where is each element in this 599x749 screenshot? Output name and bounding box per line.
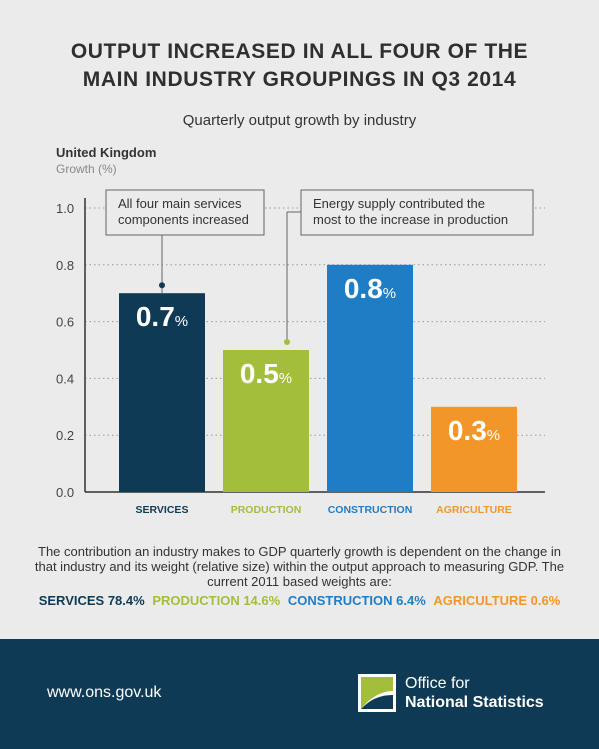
headline-line-2: MAIN INDUSTRY GROUPINGS IN Q3 2014 (82, 68, 517, 91)
headline: OUTPUT INCREASED IN ALL FOUR OF THE MAIN… (0, 38, 599, 94)
y-tick-label: 0.0 (56, 485, 74, 500)
annotation-dot (284, 339, 290, 345)
annotation-text: Energy supply contributed the (313, 196, 485, 211)
ons-logo-icon (358, 674, 396, 712)
bar-agriculture (431, 406, 517, 492)
bar-construction (327, 264, 413, 492)
weight-agriculture: AGRICULTURE 0.6% (433, 593, 561, 608)
ons-logo-text: Office for National Statistics (405, 674, 544, 712)
logo-line-2: National Statistics (405, 694, 544, 711)
annotation-text: All four main services (118, 196, 242, 211)
y-tick-label: 0.8 (56, 258, 74, 273)
annotation-text: components increased (118, 212, 249, 227)
bar-services (119, 293, 205, 492)
annotation-dot (159, 282, 165, 289)
y-tick-label: 0.4 (56, 371, 74, 386)
bar-value-label: 0.7% (136, 301, 188, 332)
x-category-label: CONSTRUCTION (328, 504, 413, 516)
y-axis-label: Growth (%) (56, 162, 117, 176)
bar-value-label: 0.5% (240, 358, 292, 389)
chart-region: United Kingdom (56, 145, 157, 160)
annotation-box (105, 189, 265, 236)
y-tick-label: 0.6 (56, 315, 74, 330)
weights-note: The contribution an industry makes to GD… (34, 544, 565, 589)
website-link[interactable]: www.ons.gov.uk (47, 684, 162, 701)
x-category-label: AGRICULTURE (436, 504, 512, 516)
x-category-label: SERVICES (136, 504, 189, 516)
bar-value-label: 0.8% (344, 273, 396, 304)
annotation-text: most to the increase in production (313, 212, 508, 227)
y-tick-label: 0.2 (56, 428, 74, 443)
logo-line-1: Office for (405, 675, 470, 692)
annotation-box (300, 189, 534, 236)
chart-title: Quarterly output growth by industry (182, 112, 417, 129)
bar-chart: 0.0 0.2 0.4 0.6 0.8 1.0 0.7% SERVICES 0.5% PRODUC… (56, 189, 545, 516)
weight-construction: CONSTRUCTION 6.4% (287, 593, 426, 608)
x-category-label: PRODUCTION (231, 504, 302, 516)
weights-line: SERVICES 78.4% PRODUCTION 14.6% CONSTRUC… (0, 593, 599, 608)
weight-services: SERVICES 78.4% (38, 593, 145, 608)
bar-production (223, 350, 309, 492)
footer: www.ons.gov.uk Office for National Stati… (0, 639, 599, 749)
weight-production: PRODUCTION 14.6% (152, 593, 281, 608)
y-tick-label: 1.0 (56, 201, 74, 216)
bar-value-label: 0.3% (448, 415, 500, 446)
headline-line-1: OUTPUT INCREASED IN ALL FOUR OF THE (70, 40, 529, 63)
